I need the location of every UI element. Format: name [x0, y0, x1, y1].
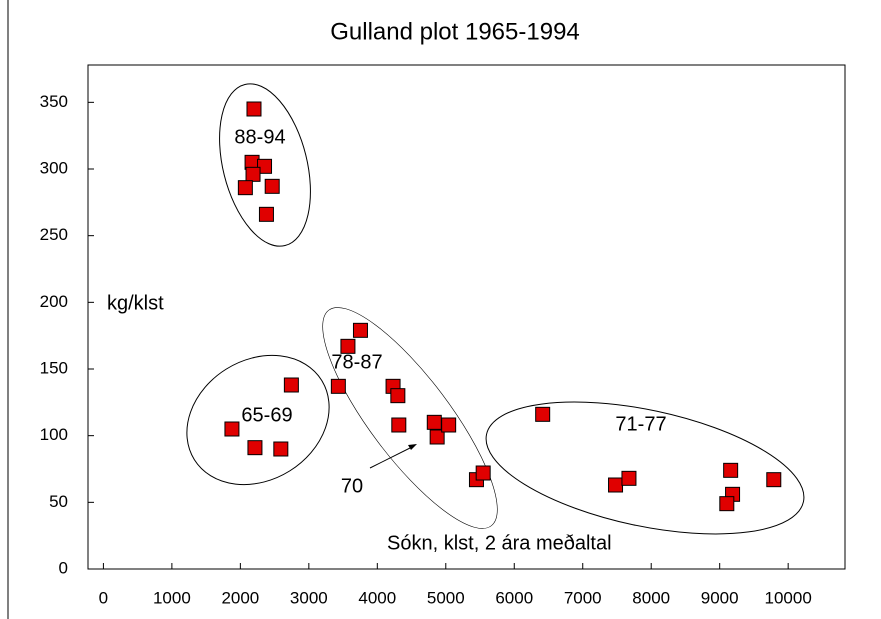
annotation: 70: [341, 475, 363, 497]
point: [273, 441, 289, 457]
point: [237, 180, 253, 196]
group-ellipse: [219, 83, 311, 247]
point: [391, 417, 407, 433]
point: [441, 417, 457, 433]
y-tick-label: 350: [40, 92, 68, 111]
y-tick-label: 250: [40, 225, 68, 244]
y-axis-label: kg/klst: [107, 292, 164, 314]
y-tick-label: 0: [59, 558, 68, 577]
x-axis-label: Sókn, klst, 2 ára meðaltal: [387, 532, 612, 554]
x-tick-label: 5000: [427, 588, 465, 607]
point: [245, 166, 261, 182]
x-tick-label: 9000: [701, 588, 739, 607]
chart-title: Gulland plot 1965-1994: [330, 18, 580, 45]
group-ellipse: [485, 401, 805, 535]
group-ellipse: [186, 354, 330, 486]
point: [621, 470, 637, 486]
point: [429, 429, 445, 445]
annotation: 65-69: [241, 404, 292, 426]
y-tick-label: 300: [40, 158, 68, 177]
point: [283, 377, 299, 393]
arrow-head: [408, 444, 417, 450]
point: [340, 338, 356, 354]
point: [258, 206, 274, 222]
annotation: 88-94: [234, 126, 285, 148]
plot-frame: [87, 64, 846, 570]
point: [247, 440, 263, 456]
x-tick-label: 2000: [221, 588, 259, 607]
point: [475, 465, 491, 481]
y-tick-label: 200: [40, 292, 68, 311]
point: [257, 158, 273, 174]
x-tick-label: 3000: [290, 588, 328, 607]
annotation: 78-87: [331, 351, 382, 373]
group-ellipse: [322, 307, 498, 529]
x-tick-label: 7000: [564, 588, 602, 607]
point: [535, 406, 551, 422]
point: [766, 472, 782, 488]
x-tick-label: 10000: [765, 588, 812, 607]
annotation: 71-77: [615, 413, 666, 435]
arrow: [369, 445, 415, 469]
x-tick-label: 1000: [153, 588, 191, 607]
y-tick-label: 150: [40, 358, 68, 377]
point: [246, 101, 262, 117]
point: [608, 477, 624, 493]
x-tick-label: 6000: [495, 588, 533, 607]
point: [719, 496, 735, 512]
y-tick-label: 50: [49, 492, 68, 511]
point: [723, 462, 739, 478]
point: [390, 388, 406, 404]
point: [426, 414, 442, 430]
x-tick-label: 4000: [358, 588, 396, 607]
x-tick-label: 0: [99, 588, 108, 607]
point: [224, 421, 240, 437]
point: [330, 378, 346, 394]
point: [264, 178, 280, 194]
x-tick-label: 8000: [632, 588, 670, 607]
y-tick-label: 100: [40, 425, 68, 444]
point: [352, 322, 368, 338]
